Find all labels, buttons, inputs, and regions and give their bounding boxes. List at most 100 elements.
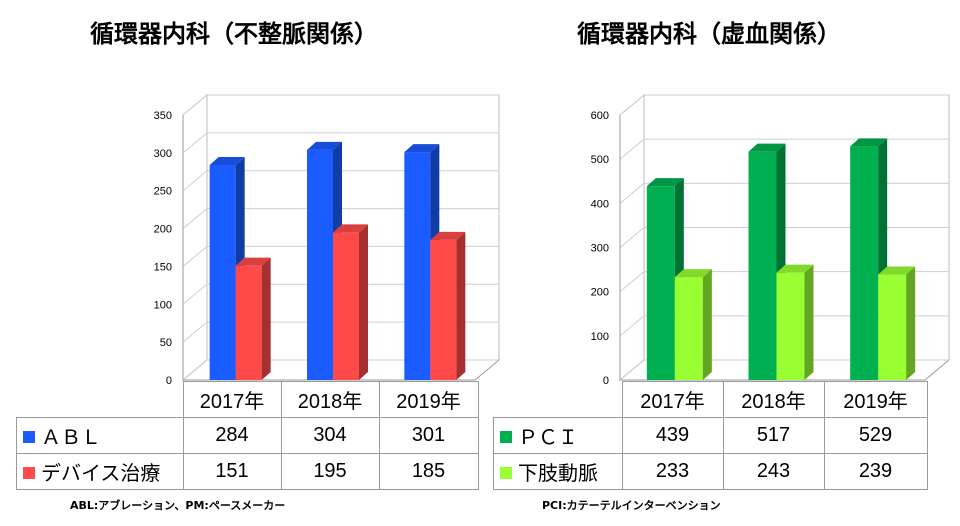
category-header: 2019年 [378,381,479,418]
series-label-pci: ＰＣＩ [493,417,623,454]
bar-front [404,152,431,380]
bar-top [209,156,245,165]
gridline [182,359,499,381]
chart-arrhythmia: 0 50 100 150 200 250 300 350 [154,93,501,387]
gridline [619,138,949,160]
table-cell: 301 [378,417,479,454]
bar-leg-artery-0 [674,269,712,380]
legend-swatch [500,431,512,443]
data-table-ischemia: 2017年 2018年 2019年 ＰＣＩ 439 517 529 下肢動脈 2… [493,381,928,490]
legend-swatch [23,467,35,479]
bar-top [404,144,440,153]
bar-front [209,164,236,380]
gridline [182,283,499,305]
gridline [619,359,949,381]
y-tick-label: 350 [154,110,172,122]
data-table-arrhythmia: 2017年 2018年 2019年 ＡＢＬ 284 304 301 デバイス治療… [16,381,479,490]
bar-side [804,264,814,380]
table-cell: 185 [378,453,479,490]
gridline [619,315,949,337]
bar-top [850,138,888,147]
chart-ischemia: 0 100 200 300 400 500 600 [591,93,951,387]
y-tick-label: 200 [591,287,609,299]
series-label-device: デバイス治療 [16,453,184,490]
y-tick-label: 400 [591,198,609,210]
gridline [182,208,499,229]
gridline [182,132,499,154]
table-cell: 304 [280,417,380,454]
table-cell: 195 [280,453,380,490]
bar-device-1 [333,224,368,380]
bar-device-2 [430,231,466,380]
bar-front [674,277,703,380]
gridline [182,321,499,343]
gridline [619,182,949,204]
chart-title-ischemia: 循環器内科（虚血関係） [577,20,841,48]
gridline [619,271,949,293]
bar-top [674,269,712,278]
bar-side [456,231,466,380]
bar-front [307,149,333,380]
bar-pci-2 [850,138,888,380]
bar-front [430,239,457,380]
bar-top [878,266,916,275]
table-cell: 284 [182,417,282,454]
footnote-abbrev-ischemia: PCI:カテーテルインターベンション [542,499,721,512]
bar-front [235,265,262,380]
category-header: 2017年 [182,381,282,418]
footnote-abbrev-arrhythmia: ABL:アブレーション、PM:ペースメーカー [70,499,286,512]
bar-leg-artery-2 [878,266,916,380]
table-cell: 517 [722,417,825,454]
table-cell: 233 [621,453,724,490]
side-wall [182,93,208,382]
gridline [182,170,499,192]
gridline [182,245,499,267]
category-header: 2018年 [722,381,825,418]
bar-top [235,257,271,266]
bar-front [878,274,907,380]
y-tick-label: 600 [591,110,609,122]
table-cell: 439 [621,417,724,454]
category-header: 2017年 [621,381,724,418]
y-tick-label: 0 [166,375,172,387]
bar-front [776,272,805,380]
table-cell: 529 [823,417,928,454]
bar-top [748,143,786,152]
bar-top [776,264,814,273]
bar-side [906,266,916,380]
y-tick-label: 0 [603,375,609,387]
y-tick-label: 300 [591,243,609,255]
bar-side [702,269,712,380]
y-tick-label: 300 [154,148,172,160]
category-header: 2018年 [280,381,380,418]
bar-device-0 [235,257,271,380]
bar-side [261,257,271,380]
bar-leg-artery-1 [776,264,814,380]
legend-swatch [23,431,35,443]
bar-front [646,186,675,380]
series-label-leg-artery: 下肢動脈 [493,453,623,490]
category-header: 2019年 [823,381,928,418]
table-cell: 243 [722,453,825,490]
bar-front [748,151,777,380]
bar-front [850,146,879,380]
table-cell: 239 [823,453,928,490]
table-cell: 151 [182,453,282,490]
y-tick-label: 500 [591,154,609,166]
bar-side [359,224,368,380]
bar-top [333,224,368,233]
gridline [619,94,949,116]
gridline [182,94,499,116]
y-tick-label: 100 [591,331,609,343]
y-tick-label: 150 [154,261,172,273]
bar-front [333,232,359,380]
gridline [619,227,949,248]
bar-top [646,178,684,187]
series-label-abl: ＡＢＬ [16,417,184,454]
y-tick-label: 200 [154,224,172,236]
chart-title-arrhythmia: 循環器内科（不整脈関係） [90,20,378,48]
legend-swatch [500,467,512,479]
bar-pci-1 [748,143,786,380]
y-tick-label: 50 [160,337,172,349]
